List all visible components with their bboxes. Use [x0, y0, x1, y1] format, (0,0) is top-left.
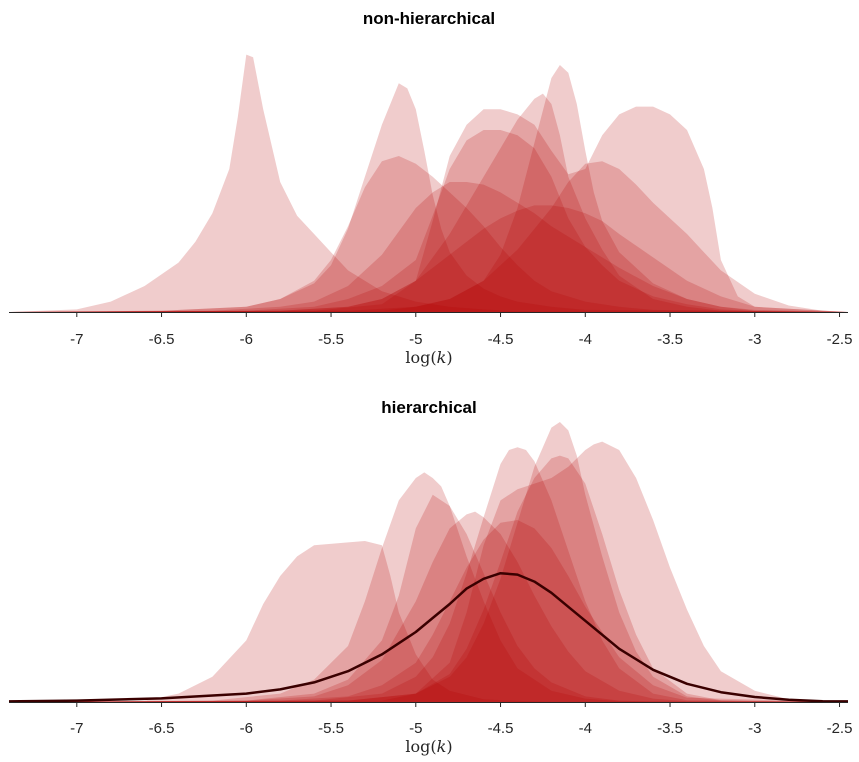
x-tick-label: -7 [70, 331, 83, 348]
x-tick-label: -2.5 [827, 720, 853, 737]
x-ticks: -7 -6.5 -6 -5.5 -5 -4.5 -4 -3.5 -3 -2.5 [70, 702, 853, 737]
density-area-9 [9, 106, 848, 312]
chart-title: hierarchical [381, 398, 476, 417]
density-area-3 [9, 156, 848, 312]
panel-hierarchical: hierarchical -7 -6.5 -6 -5.5 -5 -4.5 -4 -3.5 -3-… [8, 398, 853, 756]
density-areas [9, 422, 848, 702]
density-area-2 [9, 83, 848, 312]
x-tick-label: -6.5 [149, 720, 175, 737]
density-area-1 [9, 54, 848, 312]
x-axis-label: log(k) [405, 348, 452, 367]
density-area-9 [9, 441, 848, 702]
density-area-7 [9, 455, 848, 702]
x-tick-label: -5.5 [318, 331, 344, 348]
x-tick-label: -4 [579, 331, 592, 348]
density-area-10 [9, 161, 848, 312]
density-area-4 [9, 511, 848, 702]
x-axis-label: log(k) [405, 737, 452, 756]
density-area-2 [9, 472, 848, 702]
chart-title: non-hierarchical [363, 9, 495, 28]
x-tick-label: -6 [240, 331, 253, 348]
x-tick-label: -2.5 [827, 331, 853, 348]
density-area-5 [9, 520, 848, 702]
x-tick-label: -5.5 [318, 720, 344, 737]
x-tick-label: -3.5 [657, 720, 683, 737]
x-tick-label: -7 [70, 720, 83, 737]
x-tick-label: -6 [240, 720, 253, 737]
x-tick-label: -3 [748, 331, 761, 348]
density-area-5 [9, 130, 848, 312]
x-tick-label: -3.5 [657, 331, 683, 348]
x-tick-label: -5 [409, 331, 422, 348]
panel-non-hierarchical: non-hierarchical -7 -6.5 -6 -5.5 -5 -4.5 -4 -3.… [9, 9, 852, 367]
x-tick-label: -4.5 [488, 331, 514, 348]
density-area-6 [9, 205, 848, 312]
density-area-3 [9, 494, 848, 702]
overlay-density [8, 571, 849, 703]
x-ticks: -7 -6.5 -6 -5.5 -5 -4.5 -4 -3.5 -3 -2.5 [70, 312, 853, 348]
x-tick-label: -3 [748, 720, 761, 737]
density-area-4 [9, 182, 848, 312]
x-tick-label: -6.5 [149, 331, 175, 348]
density-areas [9, 54, 848, 312]
density-area-7 [9, 93, 848, 312]
x-tick-label: -4 [579, 720, 592, 737]
x-tick-label: -4.5 [488, 720, 514, 737]
overlay-line [8, 571, 849, 703]
x-tick-label: -5 [409, 720, 422, 737]
